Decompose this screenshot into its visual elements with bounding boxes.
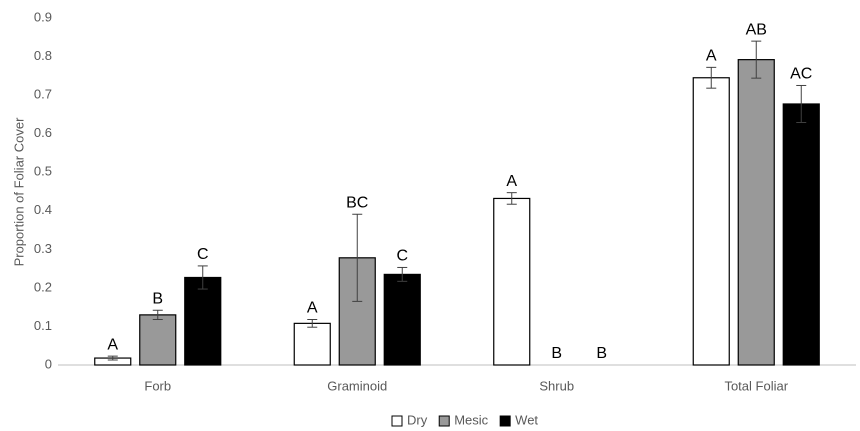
significance-letter: B bbox=[152, 290, 163, 307]
error-bar bbox=[751, 40, 762, 79]
significance-letter: B bbox=[596, 345, 607, 362]
y-tick-label: 0.2 bbox=[34, 279, 52, 294]
y-tick-label: 0.9 bbox=[34, 9, 52, 24]
error-bar bbox=[506, 192, 517, 205]
error-bar bbox=[352, 213, 363, 302]
y-tick-label: 0.5 bbox=[34, 164, 52, 179]
bar bbox=[737, 59, 775, 366]
y-tick-label: 0.4 bbox=[34, 202, 52, 217]
significance-letter: A bbox=[706, 48, 717, 65]
y-tick-label: 0.8 bbox=[34, 48, 52, 63]
x-tick-label: Shrub bbox=[539, 378, 574, 393]
significance-letter: A bbox=[506, 173, 517, 190]
error-bar bbox=[197, 265, 208, 290]
significance-letter: A bbox=[107, 336, 118, 353]
significance-letter: A bbox=[307, 300, 318, 317]
y-tick-label: 0.7 bbox=[34, 87, 52, 102]
legend-label: Wet bbox=[515, 412, 538, 427]
legend-swatch bbox=[438, 415, 450, 427]
legend-label: Mesic bbox=[454, 412, 488, 427]
x-tick-label: Forb bbox=[144, 378, 171, 393]
error-bar bbox=[152, 309, 163, 321]
y-axis-title: Proportion of Foliar Cover bbox=[11, 117, 26, 267]
y-tick-label: 0.6 bbox=[34, 125, 52, 140]
bar bbox=[139, 314, 177, 366]
legend-swatch bbox=[499, 415, 511, 427]
significance-letter: C bbox=[197, 246, 209, 263]
error-bar bbox=[796, 84, 807, 123]
significance-letter: B bbox=[551, 345, 562, 362]
y-tick-label: 0 bbox=[45, 356, 52, 371]
bar bbox=[293, 322, 331, 366]
y-tick-label: 0.1 bbox=[34, 318, 52, 333]
x-tick-label: Total Foliar bbox=[724, 378, 788, 393]
bar bbox=[782, 103, 820, 366]
legend-swatch bbox=[391, 415, 403, 427]
bar bbox=[493, 197, 531, 366]
error-bar bbox=[107, 355, 118, 361]
error-bar bbox=[397, 266, 408, 282]
significance-letter: AB bbox=[746, 21, 767, 38]
y-tick-label: 0.3 bbox=[34, 241, 52, 256]
error-bar bbox=[307, 319, 318, 328]
x-tick-label: Graminoid bbox=[327, 378, 387, 393]
error-bar bbox=[706, 66, 717, 89]
significance-letter: C bbox=[396, 248, 408, 265]
bar bbox=[692, 77, 730, 366]
bar bbox=[383, 273, 421, 366]
significance-letter: BC bbox=[346, 194, 368, 211]
legend-label: Dry bbox=[407, 412, 428, 427]
significance-letter: AC bbox=[790, 66, 812, 83]
bar bbox=[184, 276, 222, 366]
